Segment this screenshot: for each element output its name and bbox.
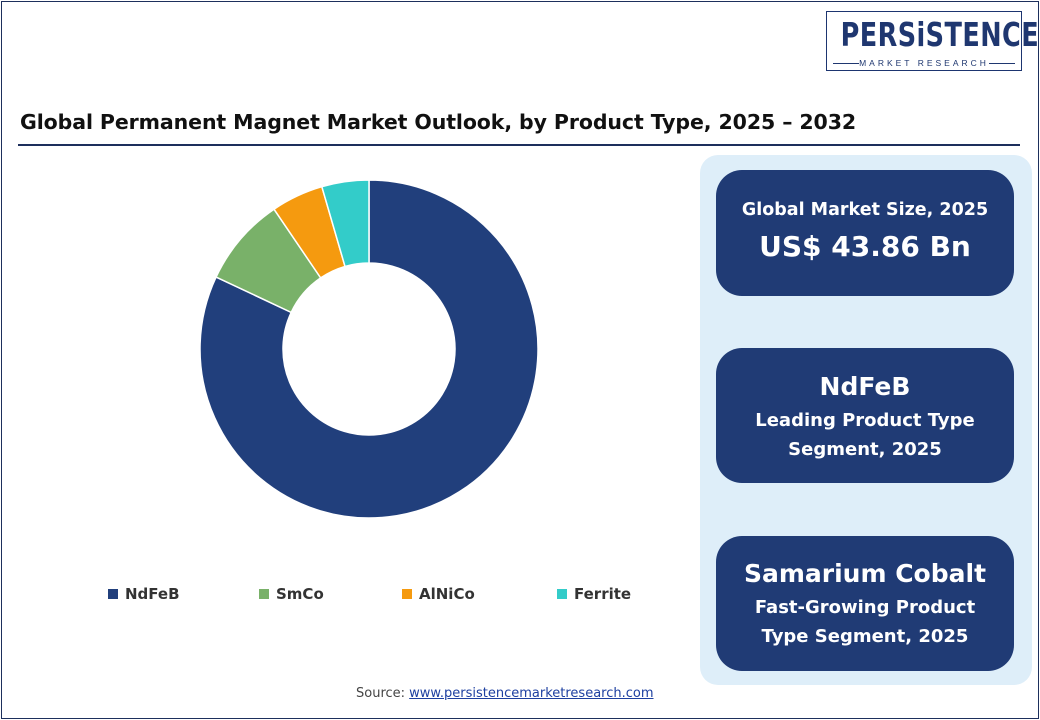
chart-legend: NdFeB SmCo AlNiCo Ferrite: [0, 585, 700, 607]
logo-rule-right: [989, 63, 1015, 64]
leading-segment-card: NdFeB Leading Product Type Segment, 2025: [716, 348, 1014, 483]
leading-segment-name: NdFeB: [819, 372, 911, 401]
logo-rule-left: [833, 63, 859, 64]
fast-growing-line2: Type Segment, 2025: [761, 626, 969, 647]
donut-slice-ferrite: [320, 179, 370, 268]
market-size-label: Global Market Size, 2025: [741, 200, 989, 220]
fast-growing-name: Samarium Cobalt: [743, 559, 987, 588]
persistence-logo[interactable]: PERSiSTENCE MARKET RESEARCH: [826, 11, 1040, 71]
market-size-value: US$ 43.86 Bn: [759, 230, 971, 263]
source-link[interactable]: www.persistencemarketresearch.com: [409, 686, 654, 701]
legend-swatch: [108, 589, 118, 599]
fast-growing-line1: Fast-Growing Product: [754, 597, 976, 618]
legend-swatch: [259, 589, 269, 599]
legend-swatch: [557, 589, 567, 599]
source-prefix: Source:: [356, 686, 410, 701]
legend-item-ferrite: Ferrite: [557, 585, 631, 603]
legend-label: SmCo: [276, 585, 324, 603]
donut-chart: [199, 179, 539, 519]
leading-segment-line1: Leading Product Type: [755, 410, 975, 431]
logo-tagline: MARKET RESEARCH: [859, 58, 989, 68]
legend-label: Ferrite: [574, 585, 632, 603]
title-underline: [18, 144, 1020, 146]
donut-slice-ndfeb: [199, 179, 539, 519]
legend-swatch: [402, 589, 412, 599]
legend-item-smco: SmCo: [259, 585, 324, 603]
logo-wordmark: PERSiSTENCE: [840, 15, 1040, 54]
legend-item-alnico: AlNiCo: [402, 585, 475, 603]
legend-item-ndfeb: NdFeB: [108, 585, 180, 603]
legend-label: AlNiCo: [419, 585, 475, 603]
chart-title: Global Permanent Magnet Market Outlook, …: [20, 110, 857, 134]
fast-growing-card: Samarium Cobalt Fast-Growing Product Typ…: [716, 536, 1014, 671]
leading-segment-line2: Segment, 2025: [788, 439, 942, 460]
market-size-card: Global Market Size, 2025 US$ 43.86 Bn: [716, 170, 1014, 296]
legend-label: NdFeB: [125, 585, 180, 603]
source-note: Source: www.persistencemarketresearch.co…: [356, 686, 654, 701]
